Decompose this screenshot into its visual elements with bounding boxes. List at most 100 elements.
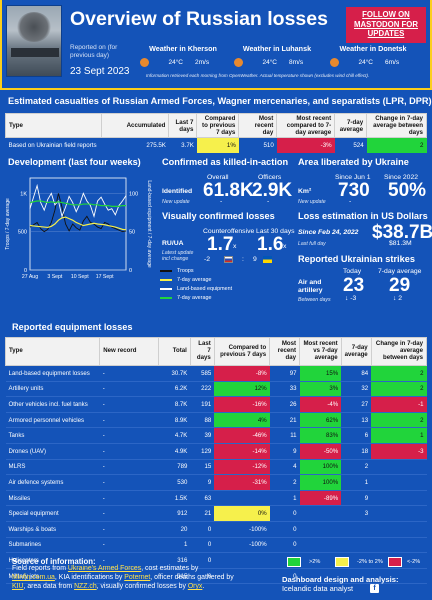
column-header: 7-day average xyxy=(334,112,368,139)
cell-last7: 0 xyxy=(190,521,215,538)
cell-new-record: - xyxy=(99,521,159,538)
cell-total: 4.9K xyxy=(158,443,191,460)
cell-recent: 11 xyxy=(269,427,300,444)
confirmed-row-label: Identified xyxy=(162,188,193,195)
legend-label: 7-day average xyxy=(177,294,212,301)
confirmed-new-label: New update xyxy=(162,199,190,205)
sun-icon xyxy=(234,58,243,67)
cell-recent: 4 xyxy=(269,459,300,476)
cell-change: 1 xyxy=(371,427,427,444)
weather-note: Information retrieved each morning from … xyxy=(146,73,370,78)
cell-accumulated: 275.5K xyxy=(146,142,166,150)
cell-total: 1.5K xyxy=(158,490,191,507)
source-link[interactable]: NZZ.ch xyxy=(74,582,97,590)
series-line-2 xyxy=(29,183,127,218)
table-row: Land-based equipment losses -30.7K 585 -8% 9… xyxy=(5,365,427,382)
weather-wind: 6m/s xyxy=(385,59,400,66)
ytick-right: 100 xyxy=(129,191,138,197)
cell-avg: 9 xyxy=(341,490,372,507)
cell-avg xyxy=(341,568,372,585)
cell-type: Tanks xyxy=(5,427,100,444)
cell-type: Submarines xyxy=(5,537,100,554)
xtick: 3 Sept xyxy=(47,274,63,280)
cell-total: 316 xyxy=(158,552,191,569)
usd-last-label: Last full day xyxy=(298,241,326,247)
source-text-part: , area data from xyxy=(23,582,75,590)
area-col1: Since Jun 1 xyxy=(335,174,371,181)
cell-new-record: - xyxy=(99,396,159,413)
source-text: Field reports from Ukraine's Armed Force… xyxy=(12,565,237,592)
legend-swatch-neutral xyxy=(335,557,349,567)
table-header: Type Accumulated Last 7 days Compared to… xyxy=(5,112,427,139)
cell-recent-vs-avg xyxy=(299,537,342,554)
xtick: 10 Sept xyxy=(71,274,89,280)
visual-title: Visually confirmed losses xyxy=(162,211,275,221)
cell-type: Air defence systems xyxy=(5,474,100,491)
facebook-icon[interactable]: f xyxy=(370,584,379,593)
xtick: 17 Sept xyxy=(96,274,114,280)
column-header: Last 7 days xyxy=(168,112,198,139)
dashboard-credit-author: Icelandic data analyst xyxy=(282,584,354,593)
cell-recent-vs-avg: 100% xyxy=(299,474,342,491)
cell-total: 315 xyxy=(158,568,191,585)
weather-luhansk: Weather in Luhansk 24°C 8m/s xyxy=(234,44,320,67)
table-row: Tanks -4.7K 39 -46% 11 83% 6 1 xyxy=(5,427,427,444)
reported-label: Reported on (for previous day) xyxy=(70,44,118,60)
cell-total: 8.7K xyxy=(158,396,191,413)
cell-type: Drones (UAV) xyxy=(5,443,100,460)
cell-avg: 1 xyxy=(341,474,372,491)
confirmed-title: Confirmed as killed-in-action xyxy=(162,157,289,167)
column-header: Change in 7-day average between days xyxy=(366,112,427,139)
cell-new-record: - xyxy=(99,552,159,569)
cell-change xyxy=(371,459,427,476)
cell-new-record: - xyxy=(99,443,159,460)
legend-label: Land-based equipment xyxy=(177,285,233,292)
table-row: Special equipment -912 21 0% 0 3 xyxy=(5,505,427,522)
source-link[interactable]: Oryx xyxy=(187,582,203,590)
weather-name: Weather in Donetsk xyxy=(339,44,407,53)
visual-change-left: -2 xyxy=(204,256,211,263)
cell-new-record: - xyxy=(99,490,159,507)
plot-frame xyxy=(29,177,127,271)
table-row: Missiles -1.5K 63 1 -89% 9 xyxy=(5,490,427,507)
cell-compared: -8% xyxy=(214,365,270,382)
cell-type: Land-based equipment losses xyxy=(5,365,100,382)
follow-mastodon-button[interactable]: FOLLOW ON MASTODON FOR UPDATES xyxy=(346,7,426,43)
cell-recent-vs-avg: 15% xyxy=(299,365,342,382)
cell-total: 912 xyxy=(158,505,191,522)
column-header: Most recent day xyxy=(269,337,301,366)
cell-compared: 0% xyxy=(214,505,270,522)
cell-recent-vs-avg: 100% xyxy=(299,459,342,476)
cell-last7: 222 xyxy=(190,381,215,398)
cell-recent: 1 xyxy=(269,490,300,507)
cell-change: 2 xyxy=(366,137,427,153)
legend-label-negative: <-2% xyxy=(407,559,421,565)
weather-temp: 24°C xyxy=(358,59,373,66)
cell-last7: 21 xyxy=(190,505,215,522)
ship-shape xyxy=(11,48,59,57)
cell-type: Other vehicles incl. fuel tanks xyxy=(5,396,100,413)
area-value-1: 730 xyxy=(338,180,370,201)
cell-recent-vs-avg: -4% xyxy=(299,396,342,413)
usd-last: $81.3M xyxy=(389,240,412,247)
ytick-left: 500 xyxy=(18,230,27,236)
cell-change xyxy=(371,537,427,554)
visual-x-2: x xyxy=(283,243,287,250)
cell-recent: 0 xyxy=(269,537,300,554)
cell-change xyxy=(371,568,427,585)
cell-avg: 32 xyxy=(341,381,372,398)
header-photo xyxy=(6,5,62,77)
source-link[interactable]: Ukraine's Armed Forces xyxy=(67,565,142,572)
cell-avg: 27 xyxy=(341,396,372,413)
source-link[interactable]: Poternet xyxy=(124,573,151,581)
cell-compared: -31% xyxy=(214,474,270,491)
sun-icon xyxy=(330,58,339,67)
cell-recent-vs-avg: -3% xyxy=(276,137,335,153)
cell-compared: -16% xyxy=(214,396,270,413)
russia-flag-icon xyxy=(224,256,233,263)
source-link[interactable]: KIU xyxy=(12,582,24,590)
source-link[interactable]: Minfin.com.ua xyxy=(12,573,55,581)
area-value-2: 50% xyxy=(388,180,427,201)
legend-item: Land-based equipment xyxy=(160,284,232,293)
cell-compared: 1% xyxy=(196,137,239,153)
